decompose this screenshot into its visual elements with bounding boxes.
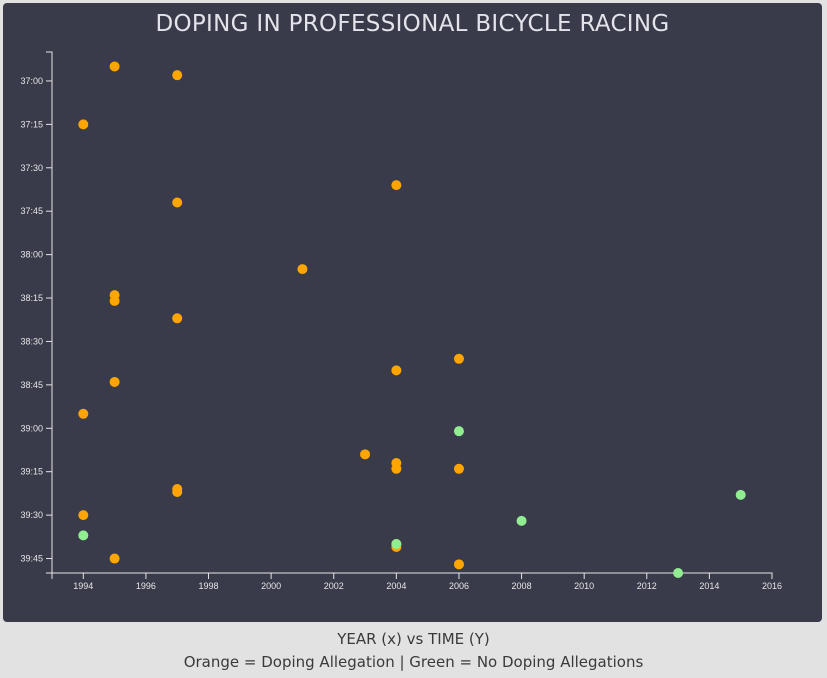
- data-point-doping: [453, 559, 464, 570]
- data-point-clean: [516, 515, 527, 526]
- chart-title: DOPING IN PROFESSIONAL BICYCLE RACING: [155, 11, 670, 37]
- scatter-plot: 37:00 37:15 37:30 37:45 38:00 38:15 38:30 38:45…: [20, 51, 782, 591]
- x-tick-label: 2000: [261, 581, 281, 591]
- data-point-clean: [453, 426, 464, 437]
- x-tick-label: 2004: [386, 581, 406, 591]
- data-point-doping: [391, 180, 402, 191]
- x-tick-label: 2002: [324, 581, 344, 591]
- data-point-doping: [172, 486, 183, 497]
- data-point-doping: [109, 61, 120, 72]
- y-axis-line: [46, 51, 53, 574]
- x-axis-line: [51, 572, 773, 579]
- chart-caption: YEAR (x) vs TIME (Y) Orange = Doping All…: [0, 628, 827, 674]
- y-tick-label: 37:00: [20, 76, 43, 86]
- y-axis: 37:00 37:15 37:30 37:45 38:00 38:15 38:30 38:45…: [20, 51, 53, 574]
- data-point-doping: [172, 197, 183, 208]
- data-point-doping: [172, 70, 183, 81]
- x-tick-label: 1998: [199, 581, 219, 591]
- data-point-doping: [78, 119, 89, 130]
- y-tick-label: 37:45: [20, 206, 43, 216]
- data-point-doping: [453, 463, 464, 474]
- y-tick-label: 39:30: [20, 510, 43, 520]
- x-tick-label: 2006: [449, 581, 469, 591]
- x-axis: 1994 1996 1998 2000 2002 2004 2006 2008 2010 2012…: [51, 572, 782, 591]
- y-tick-label: 39:45: [20, 554, 43, 564]
- x-tick-label: 2012: [637, 581, 657, 591]
- y-tick-label: 37:30: [20, 163, 43, 173]
- x-tick-label: 1994: [73, 581, 93, 591]
- x-tick-label: 1996: [136, 581, 156, 591]
- data-point-doping: [391, 365, 402, 376]
- y-tick-label: 38:00: [20, 250, 43, 260]
- caption-legend: Orange = Doping Allegation | Green = No …: [183, 653, 644, 671]
- data-point-doping: [360, 449, 371, 460]
- data-point-doping: [391, 463, 402, 474]
- data-point-clean: [78, 530, 89, 541]
- data-point-doping: [297, 264, 308, 275]
- y-tick-label: 39:00: [20, 423, 43, 433]
- y-tick-label: 38:30: [20, 336, 43, 346]
- data-point-doping: [109, 376, 120, 387]
- x-tick-label: 2014: [699, 581, 719, 591]
- data-point-clean: [391, 539, 402, 550]
- data-point-doping: [109, 553, 120, 564]
- data-point-doping: [78, 408, 89, 419]
- data-point-clean: [735, 489, 746, 500]
- data-point-doping: [453, 353, 464, 364]
- x-tick-label: 2010: [574, 581, 594, 591]
- y-tick-label: 38:45: [20, 380, 43, 390]
- y-tick-label: 37:15: [20, 119, 43, 129]
- y-tick-label: 39:15: [20, 467, 43, 477]
- x-tick-label: 2016: [762, 581, 782, 591]
- y-tick-label: 38:15: [20, 293, 43, 303]
- data-point-doping: [109, 295, 120, 306]
- data-point-clean: [673, 568, 684, 578]
- caption-axes: YEAR (x) vs TIME (Y): [337, 630, 490, 648]
- data-point-doping: [78, 510, 89, 521]
- data-point-doping: [172, 313, 183, 324]
- x-tick-label: 2008: [512, 581, 532, 591]
- data-points: [78, 61, 746, 578]
- chart-card: DOPING IN PROFESSIONAL BICYCLE RACING 37…: [3, 3, 822, 622]
